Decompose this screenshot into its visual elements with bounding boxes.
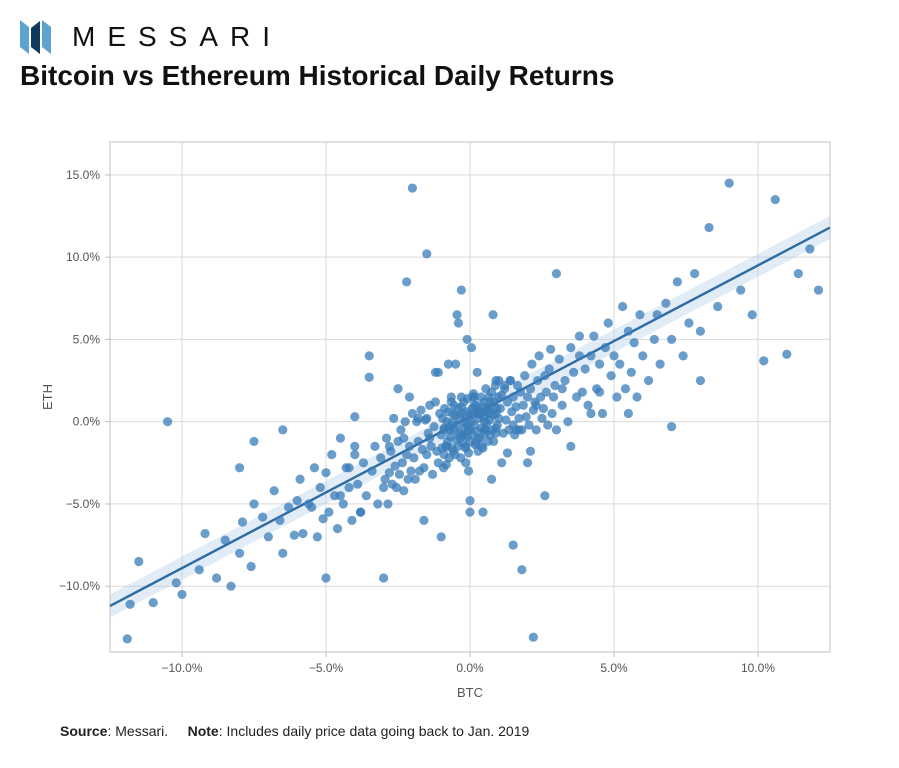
- brand-name: MESSARI: [72, 21, 282, 53]
- svg-text:ETH: ETH: [40, 384, 55, 410]
- chart-svg: −10.0% −5.0% 0.0% 5.0% 10.0% −10.0% −5.0% 0.0% 5…: [20, 112, 850, 712]
- chart-title: Bitcoin vs Ethereum Historical Daily Ret…: [20, 60, 879, 92]
- svg-text:15.0%: 15.0%: [66, 168, 100, 182]
- messari-logo-icon: [20, 20, 62, 54]
- scatter-chart: −10.0% −5.0% 0.0% 5.0% 10.0% −10.0% −5.0% 0.0% 5…: [20, 112, 879, 717]
- svg-text:−5.0%: −5.0%: [66, 497, 101, 511]
- svg-text:0.0%: 0.0%: [73, 415, 101, 429]
- svg-text:−5.0%: −5.0%: [309, 661, 344, 675]
- svg-text:5.0%: 5.0%: [73, 332, 101, 346]
- brand-header: MESSARI: [20, 20, 879, 54]
- svg-text:10.0%: 10.0%: [66, 250, 100, 264]
- svg-text:BTC: BTC: [457, 685, 483, 700]
- svg-text:−10.0%: −10.0%: [161, 661, 202, 675]
- svg-text:5.0%: 5.0%: [600, 661, 628, 675]
- svg-text:10.0%: 10.0%: [741, 661, 775, 675]
- chart-footer: Source: Messari. Note: Includes daily pr…: [60, 723, 879, 739]
- svg-text:0.0%: 0.0%: [456, 661, 484, 675]
- svg-text:−10.0%: −10.0%: [59, 579, 100, 593]
